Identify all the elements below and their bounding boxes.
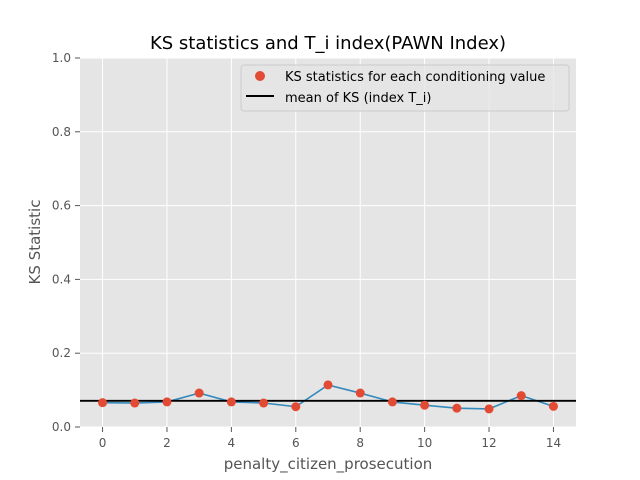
y-tick-label: 0.6 [52, 199, 71, 213]
data-point [194, 388, 204, 398]
y-axis-ticks: 0.0 0.2 0.4 0.6 0.8 1.0 [52, 51, 80, 434]
data-point [548, 401, 558, 411]
data-point [420, 400, 430, 410]
data-points [98, 380, 558, 414]
x-tick-label: 14 [546, 436, 561, 450]
grid-lines [80, 57, 576, 428]
data-point [130, 398, 140, 408]
x-tick-label: 0 [99, 436, 107, 450]
y-axis-label: KS Statistic [26, 200, 44, 285]
data-point [98, 398, 108, 408]
legend-box [240, 64, 570, 112]
y-tick-label: 0.4 [52, 272, 71, 286]
data-point [226, 397, 236, 407]
y-tick-label: 0.2 [52, 346, 71, 360]
data-point [259, 398, 269, 408]
x-tick-label: 4 [228, 436, 236, 450]
data-point [387, 397, 397, 407]
data-point [162, 397, 172, 407]
legend-label-mean: mean of KS (index T_i) [285, 91, 431, 106]
y-tick-label: 0.0 [52, 420, 71, 434]
data-point [516, 391, 526, 401]
legend-label-ks: KS statistics for each conditioning valu… [285, 70, 545, 85]
data-point [452, 403, 462, 413]
x-tick-label: 6 [292, 436, 300, 450]
x-axis-label: penalty_citizen_prosecution [224, 455, 433, 474]
y-tick-label: 0.8 [52, 125, 71, 139]
legend: KS statistics for each conditioning valu… [240, 64, 570, 112]
x-tick-label: 10 [417, 436, 432, 450]
data-point [355, 388, 365, 398]
legend-marker-ks [255, 71, 265, 81]
chart-title: KS statistics and T_i index(PAWN Index) [150, 33, 506, 54]
data-point [484, 404, 494, 414]
x-tick-label: 12 [481, 436, 496, 450]
y-tick-label: 1.0 [52, 51, 71, 65]
x-axis-ticks: 0 2 4 6 8 10 12 14 [99, 427, 561, 450]
data-point [323, 380, 333, 390]
data-point [291, 402, 301, 412]
x-tick-label: 8 [356, 436, 364, 450]
plot-area [80, 58, 576, 427]
x-tick-label: 2 [163, 436, 171, 450]
